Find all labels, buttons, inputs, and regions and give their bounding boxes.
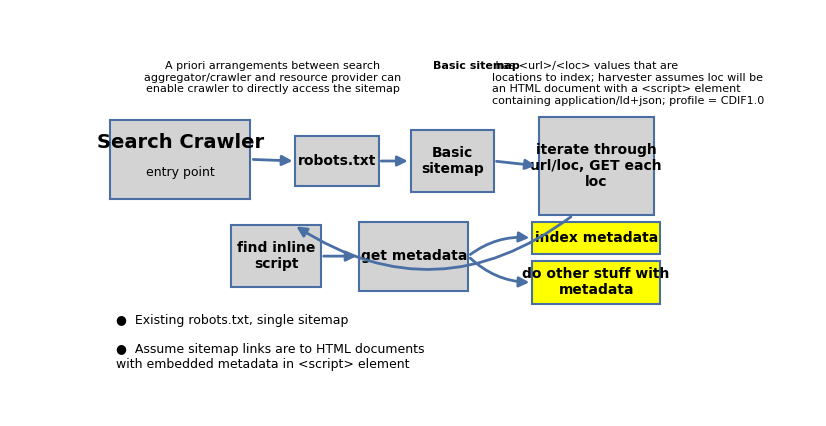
FancyBboxPatch shape bbox=[539, 117, 654, 215]
Text: has <url>/<loc> values that are
locations to index; harvester assumes loc will b: has <url>/<loc> values that are location… bbox=[491, 61, 764, 106]
Text: robots.txt: robots.txt bbox=[297, 154, 376, 168]
Text: Basic
sitemap: Basic sitemap bbox=[420, 146, 483, 176]
Text: iterate through
url/loc, GET each
loc: iterate through url/loc, GET each loc bbox=[530, 143, 662, 189]
FancyBboxPatch shape bbox=[411, 130, 494, 192]
Text: ●  Existing robots.txt, single sitemap: ● Existing robots.txt, single sitemap bbox=[116, 314, 349, 327]
FancyBboxPatch shape bbox=[532, 222, 660, 254]
Text: A priori arrangements between search
aggregator/crawler and resource provider ca: A priori arrangements between search agg… bbox=[145, 61, 401, 94]
FancyBboxPatch shape bbox=[359, 222, 468, 291]
Text: entry point: entry point bbox=[145, 166, 215, 179]
Text: Search Crawler: Search Crawler bbox=[97, 133, 263, 153]
FancyBboxPatch shape bbox=[231, 225, 320, 287]
FancyBboxPatch shape bbox=[532, 261, 660, 304]
FancyBboxPatch shape bbox=[296, 136, 378, 186]
Text: do other stuff with
metadata: do other stuff with metadata bbox=[523, 267, 670, 297]
Text: index metadata: index metadata bbox=[534, 231, 657, 245]
Text: get metadata: get metadata bbox=[360, 249, 467, 263]
FancyBboxPatch shape bbox=[110, 120, 250, 199]
Text: Basic sitemap: Basic sitemap bbox=[433, 61, 520, 71]
Text: find inline
script: find inline script bbox=[237, 241, 316, 271]
Text: ●  Assume sitemap links are to HTML documents
with embedded metadata in <script>: ● Assume sitemap links are to HTML docum… bbox=[116, 343, 425, 371]
